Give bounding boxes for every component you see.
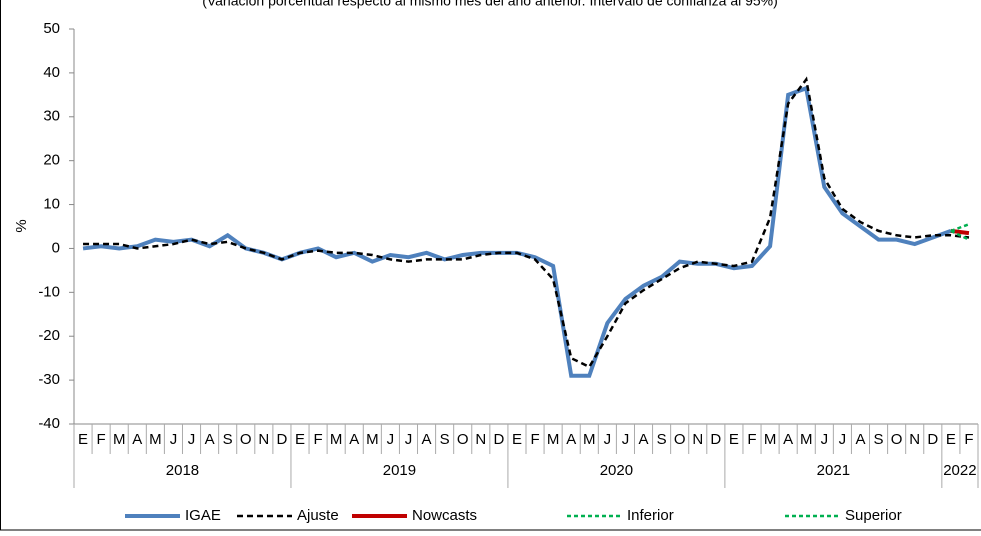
x-tick-label: M xyxy=(583,431,596,448)
x-tick-label: S xyxy=(874,431,884,448)
x-tick-label: O xyxy=(891,431,903,448)
x-tick-label: A xyxy=(783,431,793,448)
series-line xyxy=(951,224,969,231)
x-tick-label: M xyxy=(149,431,162,448)
x-tick-label: O xyxy=(240,431,252,448)
x-tick-label: J xyxy=(821,431,829,448)
x-tick-label: S xyxy=(440,431,450,448)
x-tick-label: S xyxy=(223,431,233,448)
y-tick-label: 10 xyxy=(43,196,60,213)
x-tick-label: F xyxy=(964,431,973,448)
x-tick-label: F xyxy=(97,431,106,448)
x-tick-label: D xyxy=(710,431,721,448)
x-tick-label: E xyxy=(78,431,88,448)
x-tick-label: J xyxy=(387,431,395,448)
y-tick-label: -40 xyxy=(38,415,60,432)
legend-label: Superior xyxy=(845,507,902,524)
x-tick-label: M xyxy=(330,431,343,448)
x-tick-label: A xyxy=(132,431,142,448)
legend-label: Ajuste xyxy=(297,507,339,524)
x-tick-label: A xyxy=(422,431,432,448)
year-label: 2018 xyxy=(166,462,199,479)
x-tick-label: J xyxy=(188,431,196,448)
x-tick-label: O xyxy=(674,431,686,448)
y-tick-label: 40 xyxy=(43,64,60,81)
y-tick-label: 50 xyxy=(43,20,60,37)
y-tick-label: -20 xyxy=(38,327,60,344)
x-tick-label: M xyxy=(547,431,560,448)
y-tick-label: 0 xyxy=(52,239,60,256)
x-tick-label: F xyxy=(747,431,756,448)
x-tick-label: M xyxy=(764,431,777,448)
x-tick-label: O xyxy=(457,431,469,448)
x-tick-label: J xyxy=(839,431,847,448)
x-tick-label: J xyxy=(622,431,630,448)
x-tick-label: A xyxy=(349,431,359,448)
x-tick-label: F xyxy=(313,431,322,448)
x-tick-label: M xyxy=(366,431,379,448)
x-tick-label: A xyxy=(566,431,576,448)
legend-label: Inferior xyxy=(627,507,674,524)
x-tick-label: N xyxy=(692,431,703,448)
year-label: 2019 xyxy=(383,462,416,479)
x-tick-label: N xyxy=(909,431,920,448)
legend-label: IGAE xyxy=(185,507,221,524)
year-label: 2020 xyxy=(600,462,633,479)
series-line xyxy=(83,88,951,375)
x-tick-label: A xyxy=(639,431,649,448)
x-tick-label: J xyxy=(170,431,178,448)
x-tick-label: J xyxy=(405,431,413,448)
x-tick-label: S xyxy=(657,431,667,448)
x-tick-label: J xyxy=(604,431,612,448)
y-tick-label: -30 xyxy=(38,371,60,388)
x-tick-label: E xyxy=(729,431,739,448)
x-tick-label: F xyxy=(530,431,539,448)
x-tick-label: M xyxy=(800,431,813,448)
year-label: 2022 xyxy=(943,462,976,479)
x-tick-label: E xyxy=(946,431,956,448)
series-line xyxy=(83,79,969,366)
x-tick-label: E xyxy=(512,431,522,448)
x-tick-label: N xyxy=(475,431,486,448)
x-tick-label: A xyxy=(855,431,865,448)
y-tick-label: 20 xyxy=(43,152,60,169)
year-label: 2021 xyxy=(817,462,850,479)
x-tick-label: N xyxy=(258,431,269,448)
x-tick-label: D xyxy=(276,431,287,448)
x-tick-label: M xyxy=(113,431,126,448)
y-axis-label: % xyxy=(13,219,30,232)
x-tick-label: A xyxy=(205,431,215,448)
x-tick-label: D xyxy=(927,431,938,448)
x-tick-label: D xyxy=(493,431,504,448)
chart-subtitle: (Variación porcentual respecto al mismo … xyxy=(202,0,778,9)
y-tick-label: 30 xyxy=(43,108,60,125)
legend-label: Nowcasts xyxy=(412,507,477,524)
x-tick-label: E xyxy=(295,431,305,448)
y-tick-label: -10 xyxy=(38,283,60,300)
